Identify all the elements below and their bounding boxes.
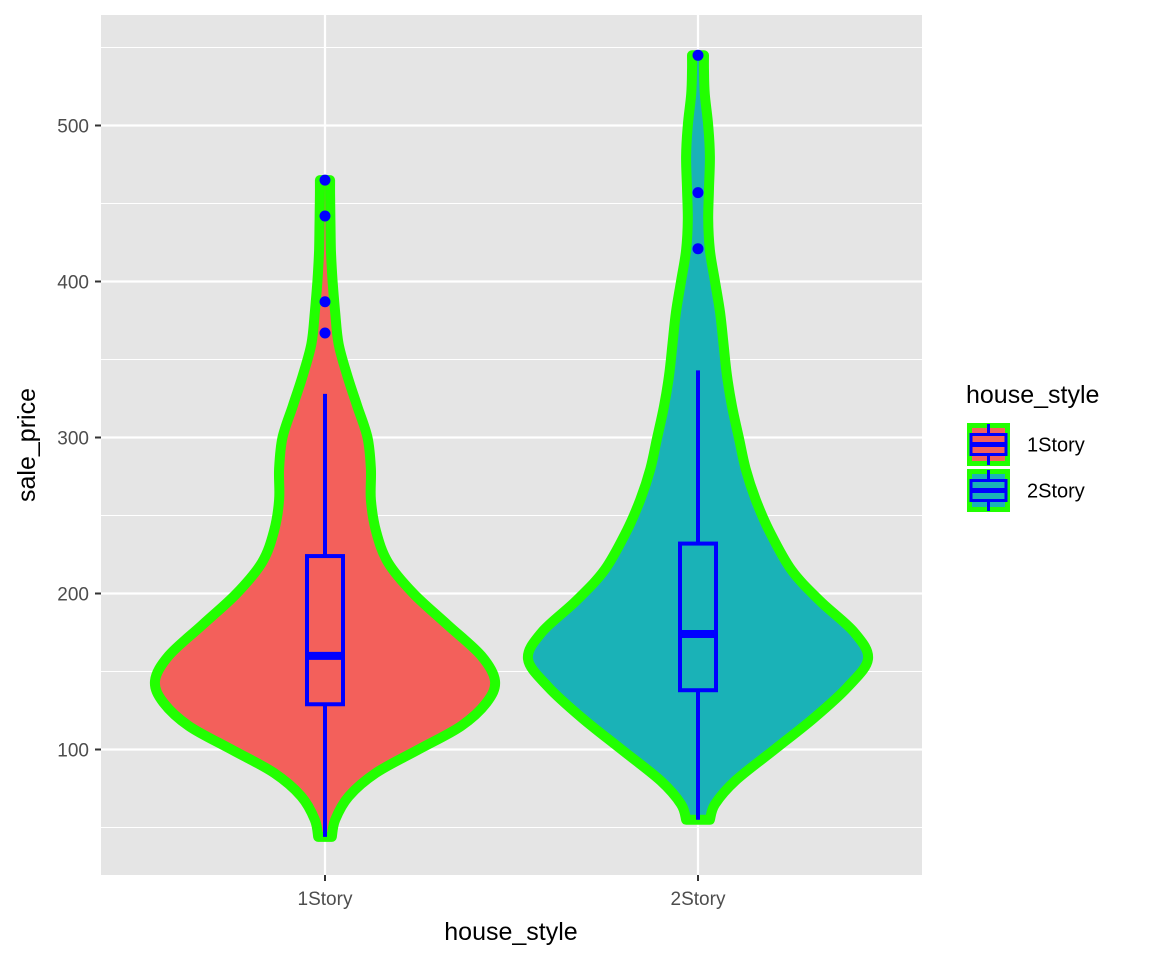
legend-title: house_style [966,381,1099,409]
legend-label-1Story: 1Story [1027,435,1085,457]
x-axis-title: house_style [444,918,577,946]
outlier-point [319,327,331,339]
y-tick-label: 100 [57,741,89,762]
x-tick-label: 2Story [671,889,726,910]
y-tick-label: 300 [57,429,89,450]
box-iqr [678,541,718,693]
x-axis: 1Story 2Story [298,875,726,910]
legend-keys: 1Story 2Story [967,423,1085,512]
boxplots-layer [305,370,718,837]
y-tick-label: 200 [57,585,89,606]
y-tick-label: 400 [57,273,89,294]
y-axis: 100 200 300 400 500 [57,117,101,762]
outlier-point [692,243,704,255]
outlier-point [319,296,331,308]
y-axis-title: sale_price [13,388,41,502]
legend: house_style 1Story 2Story [966,381,1099,512]
y-tick-label: 500 [57,117,89,138]
legend-label-2Story: 2Story [1027,481,1085,503]
outlier-point [692,187,704,199]
outlier-point [319,210,331,222]
x-tick-label: 1Story [298,889,353,910]
outlier-point [319,174,331,186]
outlier-point [692,49,704,61]
box-iqr [305,554,345,707]
outliers-layer [319,49,704,339]
